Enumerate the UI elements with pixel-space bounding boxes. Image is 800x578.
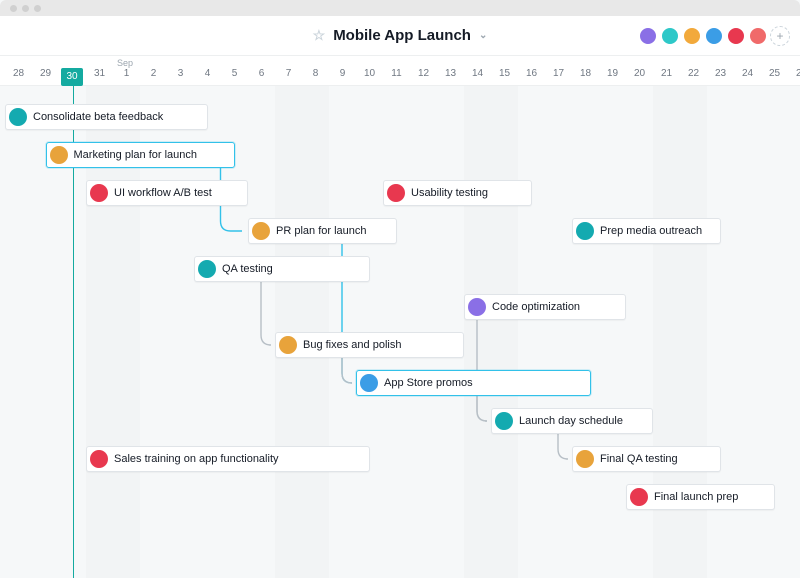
- date-cell[interactable]: 14: [464, 68, 491, 79]
- date-cell[interactable]: 6: [248, 68, 275, 79]
- assignee-avatar[interactable]: [198, 260, 216, 278]
- date-cell[interactable]: 18: [572, 68, 599, 79]
- task-label: QA testing: [222, 263, 273, 275]
- assignee-avatar[interactable]: [90, 450, 108, 468]
- member-avatar[interactable]: [660, 26, 680, 46]
- date-cell[interactable]: 21: [653, 68, 680, 79]
- assignee-avatar[interactable]: [630, 488, 648, 506]
- browser-chrome: [0, 0, 800, 16]
- assignee-avatar[interactable]: [387, 184, 405, 202]
- window-dot: [34, 5, 41, 12]
- project-title: Mobile App Launch: [333, 27, 471, 44]
- timeline-date-axis: Sep2829303112345678910111213141516171819…: [0, 56, 800, 86]
- assignee-avatar[interactable]: [50, 146, 68, 164]
- member-avatar[interactable]: [638, 26, 658, 46]
- task-bar[interactable]: Marketing plan for launch: [46, 142, 235, 168]
- date-cell[interactable]: 15: [491, 68, 518, 79]
- date-cell[interactable]: 3: [167, 68, 194, 79]
- task-bar[interactable]: QA testing: [194, 256, 370, 282]
- task-bar[interactable]: Sales training on app functionality: [86, 446, 370, 472]
- window-dot: [22, 5, 29, 12]
- assignee-avatar[interactable]: [576, 450, 594, 468]
- assignee-avatar[interactable]: [279, 336, 297, 354]
- assignee-avatar[interactable]: [360, 374, 378, 392]
- date-cell[interactable]: 9: [329, 68, 356, 79]
- task-label: Code optimization: [492, 301, 580, 313]
- project-title-wrap: ☆ Mobile App Launch ⌄: [313, 27, 488, 44]
- task-bar[interactable]: App Store promos: [356, 370, 591, 396]
- date-cell-today[interactable]: 30: [61, 68, 83, 86]
- task-label: Sales training on app functionality: [114, 453, 279, 465]
- task-label: UI workflow A/B test: [114, 187, 212, 199]
- dependency-connector: [558, 434, 568, 459]
- task-label: Consolidate beta feedback: [33, 111, 163, 123]
- task-label: Prep media outreach: [600, 225, 702, 237]
- task-bar[interactable]: Bug fixes and polish: [275, 332, 464, 358]
- date-cell[interactable]: 12: [410, 68, 437, 79]
- date-cell[interactable]: 20: [626, 68, 653, 79]
- task-label: Usability testing: [411, 187, 488, 199]
- date-cell[interactable]: 26: [788, 68, 800, 79]
- task-bar[interactable]: Code optimization: [464, 294, 626, 320]
- chevron-down-icon[interactable]: ⌄: [479, 30, 487, 41]
- date-cell[interactable]: 4: [194, 68, 221, 79]
- weekend-shade: [464, 86, 518, 578]
- task-bar[interactable]: Consolidate beta feedback: [5, 104, 208, 130]
- task-label: App Store promos: [384, 377, 473, 389]
- date-cell[interactable]: 22: [680, 68, 707, 79]
- assignee-avatar[interactable]: [495, 412, 513, 430]
- add-member-button[interactable]: +: [770, 26, 790, 46]
- month-label: Sep: [117, 58, 133, 68]
- date-cell[interactable]: 24: [734, 68, 761, 79]
- date-cell[interactable]: 19: [599, 68, 626, 79]
- task-bar[interactable]: Final QA testing: [572, 446, 721, 472]
- window-dot: [10, 5, 17, 12]
- date-cell[interactable]: 17: [545, 68, 572, 79]
- member-avatar[interactable]: [726, 26, 746, 46]
- task-bar[interactable]: Prep media outreach: [572, 218, 721, 244]
- task-label: Final launch prep: [654, 491, 738, 503]
- task-label: Marketing plan for launch: [74, 149, 198, 161]
- task-label: Launch day schedule: [519, 415, 623, 427]
- date-cell[interactable]: 11: [383, 68, 410, 79]
- date-cell[interactable]: 25: [761, 68, 788, 79]
- task-bar[interactable]: Final launch prep: [626, 484, 775, 510]
- task-bar[interactable]: Launch day schedule: [491, 408, 653, 434]
- assignee-avatar[interactable]: [576, 222, 594, 240]
- task-bar[interactable]: Usability testing: [383, 180, 532, 206]
- assignee-avatar[interactable]: [90, 184, 108, 202]
- task-label: Bug fixes and polish: [303, 339, 401, 351]
- dependency-connector: [261, 282, 271, 345]
- member-avatar[interactable]: [682, 26, 702, 46]
- project-header: ☆ Mobile App Launch ⌄ +: [0, 16, 800, 56]
- timeline-canvas[interactable]: Consolidate beta feedback Marketing plan …: [0, 86, 800, 578]
- date-cell[interactable]: 10: [356, 68, 383, 79]
- star-icon[interactable]: ☆: [313, 27, 326, 44]
- date-cell[interactable]: 2: [140, 68, 167, 79]
- date-cell[interactable]: 16: [518, 68, 545, 79]
- task-label: Final QA testing: [600, 453, 678, 465]
- task-bar[interactable]: PR plan for launch: [248, 218, 397, 244]
- date-cell[interactable]: 31: [86, 68, 113, 79]
- dependency-connector: [342, 358, 352, 383]
- date-cell[interactable]: 1: [113, 68, 140, 79]
- date-cell[interactable]: 7: [275, 68, 302, 79]
- date-cell[interactable]: 8: [302, 68, 329, 79]
- task-bar[interactable]: UI workflow A/B test: [86, 180, 248, 206]
- assignee-avatar[interactable]: [9, 108, 27, 126]
- task-label: PR plan for launch: [276, 225, 367, 237]
- project-members: +: [638, 26, 790, 46]
- member-avatar[interactable]: [704, 26, 724, 46]
- assignee-avatar[interactable]: [252, 222, 270, 240]
- date-cell[interactable]: 13: [437, 68, 464, 79]
- date-cell[interactable]: 23: [707, 68, 734, 79]
- date-cell[interactable]: 5: [221, 68, 248, 79]
- date-cell[interactable]: 28: [5, 68, 32, 79]
- assignee-avatar[interactable]: [468, 298, 486, 316]
- date-cell[interactable]: 29: [32, 68, 59, 79]
- member-avatar[interactable]: [748, 26, 768, 46]
